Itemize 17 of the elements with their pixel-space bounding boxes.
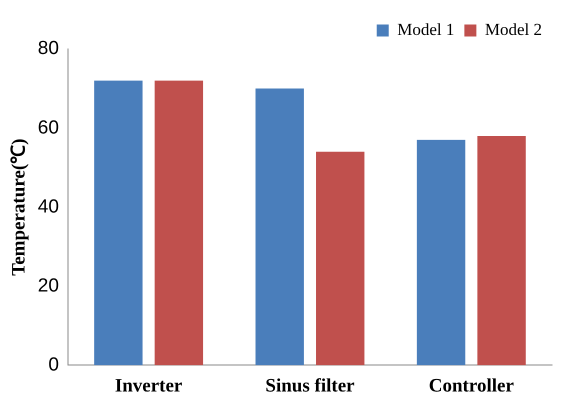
legend-label: Model 2: [484, 20, 542, 39]
y-tick-label: 80: [38, 38, 59, 60]
bar: [94, 80, 143, 366]
y-tick-label: 0: [48, 354, 59, 376]
y-tick-label: 20: [38, 275, 59, 296]
legend-label: Model 1: [397, 20, 454, 39]
y-axis-title: Temperature(℃): [8, 138, 30, 276]
x-tick-label: Sinus filter: [265, 376, 356, 397]
bar: [154, 80, 204, 366]
bar: [477, 136, 526, 366]
x-tick-label: Inverter: [114, 376, 183, 397]
bar: [256, 88, 304, 366]
y-tick-label: 40: [38, 196, 59, 218]
y-tick-label: 60: [38, 117, 59, 138]
x-tick-label: Controller: [428, 376, 514, 397]
bar: [316, 152, 364, 366]
bar: [416, 140, 466, 366]
